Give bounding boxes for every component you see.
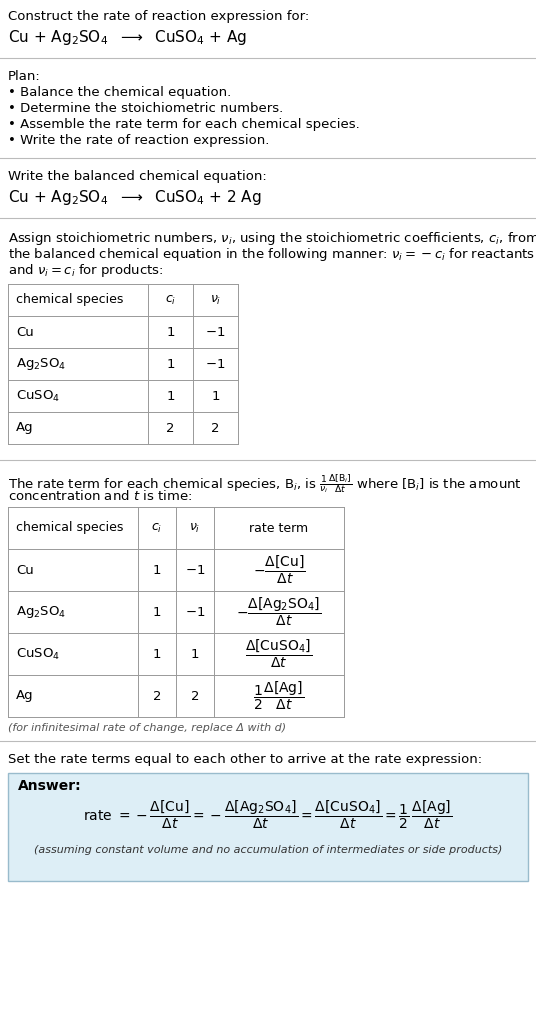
Text: Cu + Ag$_2$SO$_4$  $\longrightarrow$  CuSO$_4$ + 2 Ag: Cu + Ag$_2$SO$_4$ $\longrightarrow$ CuSO…: [8, 188, 262, 207]
Text: Ag$_2$SO$_4$: Ag$_2$SO$_4$: [16, 604, 66, 620]
Text: 1: 1: [153, 605, 161, 619]
Text: $-1$: $-1$: [185, 563, 205, 577]
Text: Cu + Ag$_2$SO$_4$  $\longrightarrow$  CuSO$_4$ + Ag: Cu + Ag$_2$SO$_4$ $\longrightarrow$ CuSO…: [8, 28, 247, 47]
Text: $-1$: $-1$: [205, 325, 226, 339]
Text: • Assemble the rate term for each chemical species.: • Assemble the rate term for each chemic…: [8, 118, 360, 131]
Text: 2: 2: [191, 689, 199, 703]
Text: and $\nu_i = c_i$ for products:: and $\nu_i = c_i$ for products:: [8, 262, 163, 279]
Text: The rate term for each chemical species, B$_i$, is $\frac{1}{\nu_i}\frac{\Delta[: The rate term for each chemical species,…: [8, 472, 522, 495]
FancyBboxPatch shape: [8, 773, 528, 881]
Text: Answer:: Answer:: [18, 779, 81, 793]
Text: CuSO$_4$: CuSO$_4$: [16, 646, 60, 662]
Text: Set the rate terms equal to each other to arrive at the rate expression:: Set the rate terms equal to each other t…: [8, 753, 482, 766]
Text: Cu: Cu: [16, 563, 34, 577]
Text: $\nu_i$: $\nu_i$: [210, 293, 221, 307]
Text: Assign stoichiometric numbers, $\nu_i$, using the stoichiometric coefficients, $: Assign stoichiometric numbers, $\nu_i$, …: [8, 230, 536, 247]
Text: $\nu_i$: $\nu_i$: [189, 521, 200, 535]
Text: Write the balanced chemical equation:: Write the balanced chemical equation:: [8, 170, 267, 183]
Text: rate term: rate term: [249, 521, 309, 535]
Text: 1: 1: [153, 647, 161, 661]
Text: $c_i$: $c_i$: [151, 521, 162, 535]
Text: concentration and $t$ is time:: concentration and $t$ is time:: [8, 489, 192, 503]
Text: chemical species: chemical species: [16, 293, 123, 307]
Text: $-\dfrac{\Delta[\mathrm{Cu}]}{\Delta t}$: $-\dfrac{\Delta[\mathrm{Cu}]}{\Delta t}$: [253, 554, 305, 586]
Text: (assuming constant volume and no accumulation of intermediates or side products): (assuming constant volume and no accumul…: [34, 845, 502, 855]
Text: $\dfrac{1}{2}\dfrac{\Delta[\mathrm{Ag}]}{\Delta t}$: $\dfrac{1}{2}\dfrac{\Delta[\mathrm{Ag}]}…: [254, 680, 304, 712]
Text: 1: 1: [166, 357, 175, 370]
Text: 1: 1: [166, 390, 175, 402]
Text: Ag$_2$SO$_4$: Ag$_2$SO$_4$: [16, 356, 66, 372]
Text: the balanced chemical equation in the following manner: $\nu_i = -c_i$ for react: the balanced chemical equation in the fo…: [8, 246, 535, 263]
Text: • Write the rate of reaction expression.: • Write the rate of reaction expression.: [8, 134, 270, 147]
Text: $\dfrac{\Delta[\mathrm{CuSO_4}]}{\Delta t}$: $\dfrac{\Delta[\mathrm{CuSO_4}]}{\Delta …: [245, 638, 312, 670]
Text: CuSO$_4$: CuSO$_4$: [16, 389, 60, 403]
Text: $-\dfrac{\Delta[\mathrm{Ag_2SO_4}]}{\Delta t}$: $-\dfrac{\Delta[\mathrm{Ag_2SO_4}]}{\Del…: [236, 596, 322, 628]
Text: Plan:: Plan:: [8, 70, 41, 83]
Text: 1: 1: [191, 647, 199, 661]
Text: (for infinitesimal rate of change, replace Δ with d): (for infinitesimal rate of change, repla…: [8, 723, 286, 733]
Text: 1: 1: [211, 390, 220, 402]
Text: 1: 1: [153, 563, 161, 577]
Text: • Determine the stoichiometric numbers.: • Determine the stoichiometric numbers.: [8, 102, 283, 115]
Text: Ag: Ag: [16, 422, 34, 434]
Text: Ag: Ag: [16, 689, 34, 703]
Text: 2: 2: [166, 422, 175, 434]
Text: rate $= -\dfrac{\Delta[\mathrm{Cu}]}{\Delta t} = -\dfrac{\Delta[\mathrm{Ag_2SO_4: rate $= -\dfrac{\Delta[\mathrm{Cu}]}{\De…: [84, 799, 452, 831]
Text: 1: 1: [166, 325, 175, 339]
Text: 2: 2: [211, 422, 220, 434]
Text: chemical species: chemical species: [16, 521, 123, 535]
Text: • Balance the chemical equation.: • Balance the chemical equation.: [8, 86, 231, 98]
Text: $c_i$: $c_i$: [165, 293, 176, 307]
Text: 2: 2: [153, 689, 161, 703]
Text: Cu: Cu: [16, 325, 34, 339]
Text: Construct the rate of reaction expression for:: Construct the rate of reaction expressio…: [8, 10, 309, 23]
Text: $-1$: $-1$: [185, 605, 205, 619]
Text: $-1$: $-1$: [205, 357, 226, 370]
